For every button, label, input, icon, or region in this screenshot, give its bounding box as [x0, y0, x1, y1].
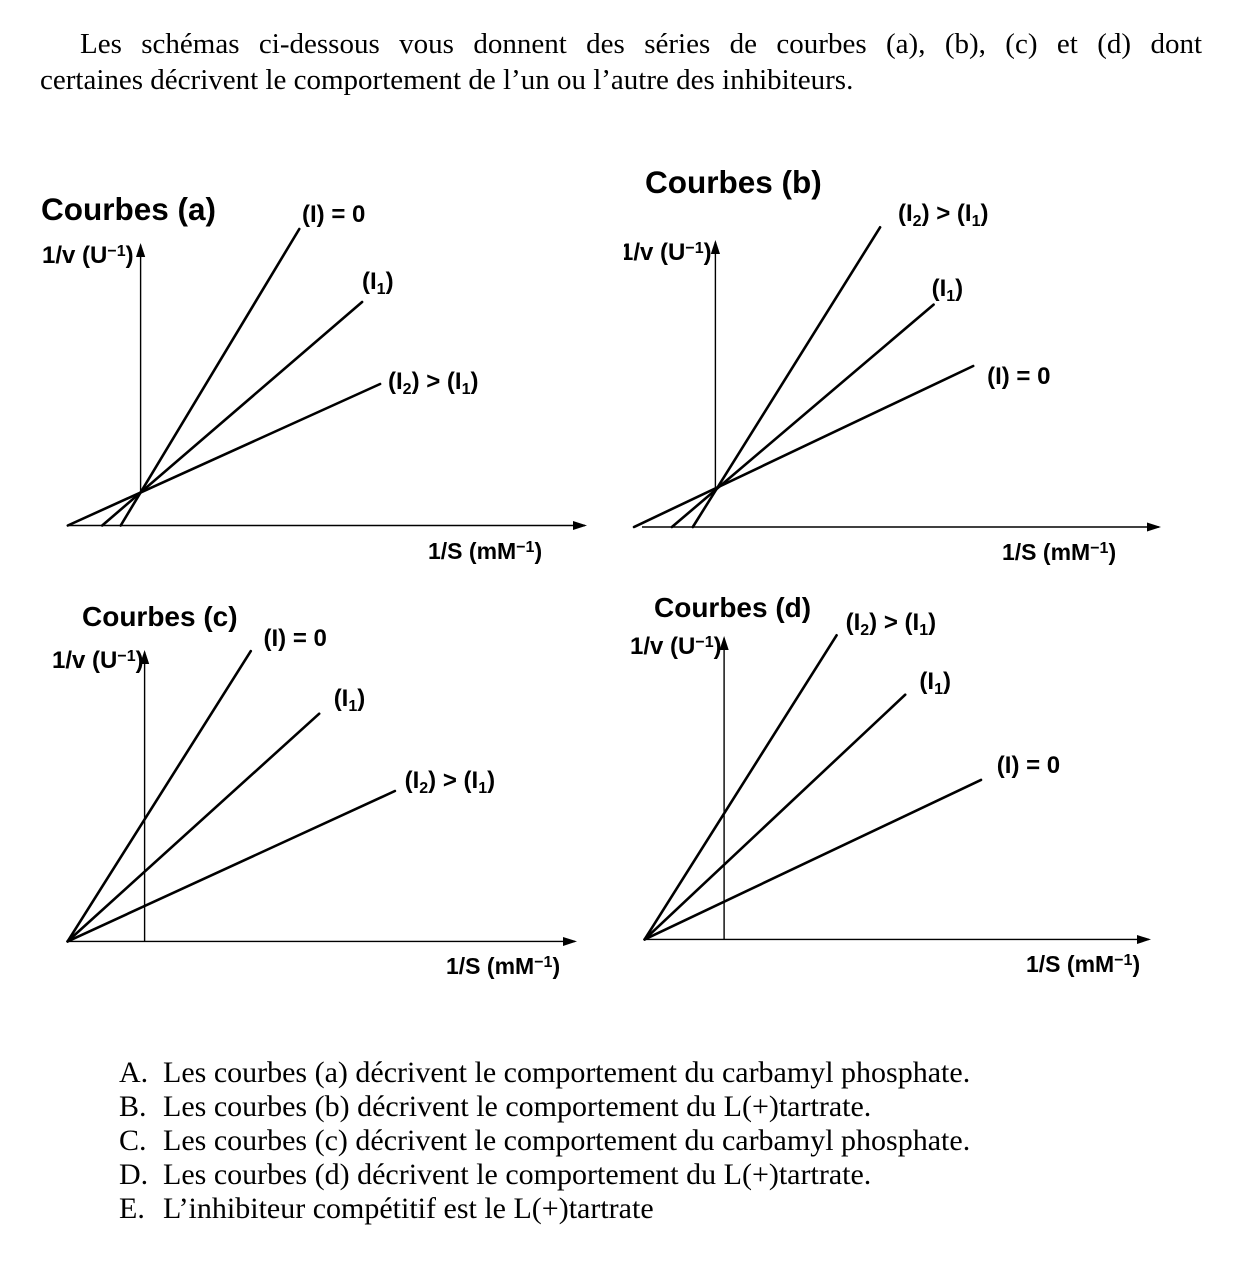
svg-text:(I1): (I1): [362, 268, 394, 298]
svg-text:Courbes (a): Courbes (a): [41, 191, 216, 227]
svg-text:1/S (mM−1): 1/S (mM−1): [446, 953, 560, 979]
svg-text:(I2) > (I1): (I2) > (I1): [898, 200, 989, 230]
svg-text:1/v (U−1): 1/v (U−1): [624, 239, 712, 266]
svg-text:(I) = 0: (I) = 0: [264, 625, 327, 652]
svg-text:(I2) > (I1): (I2) > (I1): [846, 609, 937, 639]
svg-text:(I1): (I1): [932, 275, 964, 305]
svg-text:(I2) > (I1): (I2) > (I1): [388, 368, 479, 398]
svg-text:1/S (mM−1): 1/S (mM−1): [1026, 951, 1140, 977]
svg-text:1/v (U−1): 1/v (U−1): [630, 633, 722, 660]
svg-text:Courbes (b): Courbes (b): [645, 166, 822, 200]
svg-text:(I1): (I1): [334, 685, 366, 715]
svg-text:(I1): (I1): [919, 668, 951, 698]
svg-text:(I) = 0: (I) = 0: [302, 201, 365, 228]
svg-text:1/v (U−1): 1/v (U−1): [42, 242, 134, 269]
svg-text:Courbes (c): Courbes (c): [82, 601, 238, 632]
svg-text:Courbes (d): Courbes (d): [654, 592, 811, 623]
svg-text:1/S (mM−1): 1/S (mM−1): [1002, 539, 1116, 565]
svg-text:(I2) > (I1): (I2) > (I1): [405, 767, 496, 797]
svg-text:(I) = 0: (I) = 0: [987, 363, 1050, 390]
svg-text:1/S (mM−1): 1/S (mM−1): [428, 538, 542, 564]
svg-text:(I) = 0: (I) = 0: [997, 752, 1060, 779]
svg-text:1/v (U−1): 1/v (U−1): [52, 647, 144, 674]
